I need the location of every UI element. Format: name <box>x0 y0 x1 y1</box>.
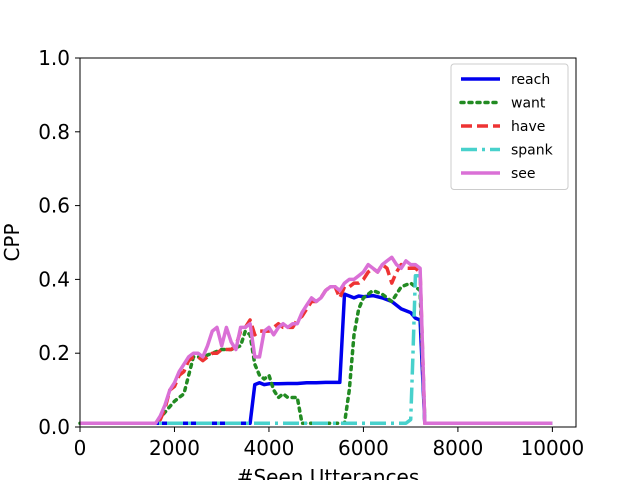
y-axis: 0.0 0.2 0.4 0.6 0.8 1.0 <box>38 46 80 439</box>
plot-frame <box>79 57 577 428</box>
x-axis: 0 2000 4000 6000 8000 10000 <box>74 427 585 460</box>
y-tick-label: 0.0 <box>38 415 70 439</box>
x-tick-label: 6000 <box>338 436 389 460</box>
series-line-spank <box>80 273 553 426</box>
x-tick-label: 8000 <box>432 436 483 460</box>
y-tick-label: 1.0 <box>38 46 70 70</box>
x-tick-label: 0 <box>74 436 87 460</box>
x-tick-label: 4000 <box>243 436 294 460</box>
legend-label-reach: reach <box>511 72 550 88</box>
legend: reach want have spank see <box>450 63 569 190</box>
legend-label-have: have <box>511 119 545 135</box>
y-axis-title: CPP <box>0 223 24 261</box>
y-tick-label: 0.2 <box>38 341 70 365</box>
series-line-reach <box>80 292 553 426</box>
legend-label-want: want <box>511 96 546 112</box>
y-tick-label: 0.4 <box>38 267 70 291</box>
y-tick-label: 0.8 <box>38 120 70 144</box>
x-tick-label: 2000 <box>149 436 200 460</box>
legend-label-spank: spank <box>511 143 554 159</box>
legend-label-see: see <box>511 166 536 182</box>
series-line-have <box>80 262 553 426</box>
legend-box <box>450 63 569 190</box>
series-line-see <box>80 255 553 426</box>
series-layer <box>78 255 555 426</box>
x-tick-label: 10000 <box>521 436 585 460</box>
x-axis-title: #Seen Utterances <box>237 465 420 480</box>
y-tick-label: 0.6 <box>38 194 70 218</box>
